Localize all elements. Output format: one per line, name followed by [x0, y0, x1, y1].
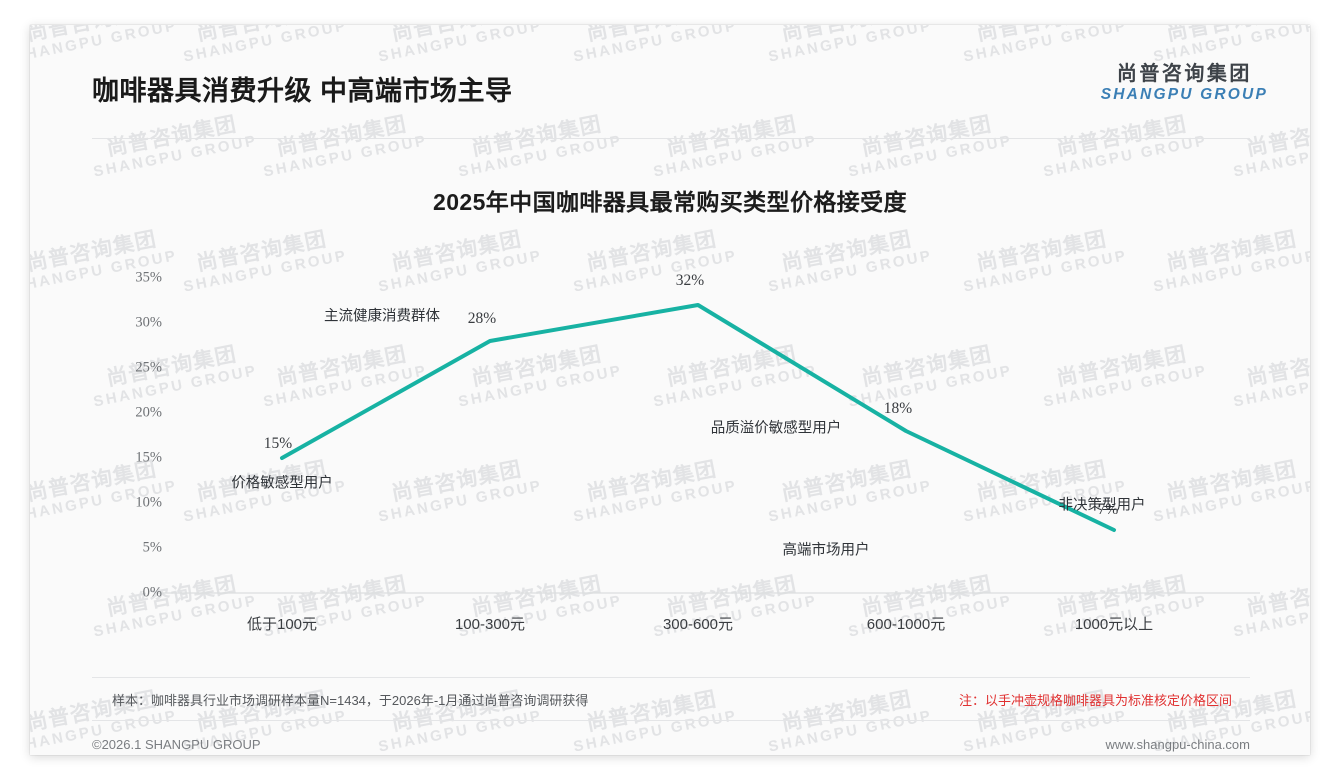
slide-header: 咖啡器具消费升级 中高端市场主导 尚普咨询集团 SHANGPU GROUP — [30, 25, 1310, 139]
copyright-text: ©2026.1 SHANGPU GROUP — [92, 737, 261, 752]
y-axis-tick-label: 25% — [135, 359, 162, 376]
brand-logo: 尚普咨询集团 SHANGPU GROUP — [1101, 63, 1268, 105]
brand-logo-en: SHANGPU GROUP — [1100, 86, 1268, 103]
x-axis-tick-label: 100-300元 — [454, 616, 526, 633]
website-link[interactable]: www.shangpu-china.com — [1105, 737, 1250, 752]
x-axis-tick-label: 300-600元 — [662, 616, 734, 633]
data-point-label: 15% — [263, 435, 293, 452]
y-axis-tick-label: 15% — [135, 449, 162, 466]
chart-canvas — [156, 303, 1260, 594]
y-axis-tick-label: 5% — [142, 539, 162, 556]
series-line — [280, 303, 1116, 532]
x-axis-tick-label: 1000元以上 — [1074, 616, 1154, 633]
y-axis-tick-label: 10% — [135, 494, 162, 511]
y-axis-tick-label: 30% — [135, 314, 162, 331]
header-divider — [92, 138, 1250, 139]
data-point-label: 18% — [883, 400, 913, 417]
x-axis-tick-label: 低于100元 — [246, 616, 318, 633]
segment-annotation: 品质溢价敏感型用户 — [710, 420, 842, 437]
segment-annotation: 价格敏感型用户 — [231, 475, 333, 492]
line-chart: 0% 5% 10% 15% 20% 25% 30% 35% 低于100元 100-300元 300… — [90, 240, 1270, 655]
brand-logo-cn: 尚普咨询集团 — [1116, 63, 1252, 85]
segment-annotation: 高端市场用户 — [782, 542, 870, 559]
chart-title: 2025年中国咖啡器具最常购买类型价格接受度 — [433, 189, 907, 215]
data-point-label: 28% — [467, 310, 497, 327]
y-axis-tick-label: 0% — [142, 584, 162, 601]
segment-annotation: 主流健康消费群体 — [324, 308, 440, 325]
segment-annotation: 非决策型用户 — [1058, 497, 1146, 514]
red-note: 注：以手冲壶规格咖啡器具为标准核定价格区间 — [958, 693, 1232, 708]
x-axis-tick-label: 600-1000元 — [866, 616, 946, 633]
notes-bar: 样本：咖啡器具行业市场调研样本量N=1434，于2026年-1月通过尚普咨询调研… — [92, 677, 1250, 721]
data-point-label: 32% — [675, 272, 705, 289]
y-axis-tick-label: 20% — [135, 404, 162, 421]
y-axis-tick-label: 35% — [135, 269, 162, 286]
data-point-label: 7% — [1097, 501, 1119, 518]
page-title: 咖啡器具消费升级 中高端市场主导 — [92, 76, 513, 106]
sample-note: 样本：咖啡器具行业市场调研样本量N=1434，于2026年-1月通过尚普咨询调研… — [112, 693, 589, 708]
